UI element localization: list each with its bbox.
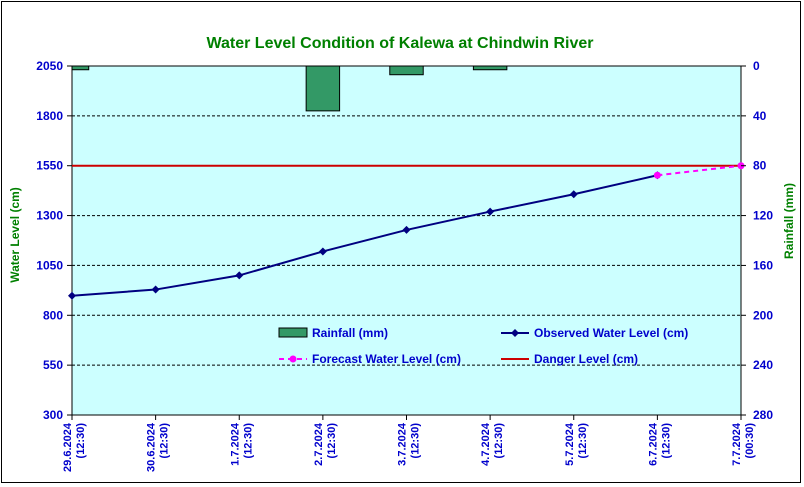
x-tick-label: 4.7.2024(12:30) — [480, 422, 505, 466]
legend-observed-marker — [511, 329, 519, 337]
y2-tick-label: 120 — [753, 209, 773, 223]
legend-forecast-marker — [289, 355, 297, 363]
y-tick-label: 550 — [43, 358, 63, 372]
observed-point — [235, 271, 244, 280]
x-tick-label: 5.7.2024(12:30) — [564, 422, 589, 466]
x-tick-label: 30.6.2024(12:30) — [146, 422, 171, 472]
rainfall-bar — [71, 65, 90, 71]
forecast-point — [653, 171, 661, 179]
legend-label: Forecast Water Level (cm) — [312, 352, 461, 366]
y-tick-label: 300 — [43, 408, 63, 422]
y2-tick-label: 40 — [753, 109, 767, 123]
y-tick-label: 800 — [43, 308, 63, 322]
y2-tick-label: 240 — [753, 358, 773, 372]
water-level-chart: Water Level Condition of Kalewa at Chind… — [8, 35, 796, 472]
rainfall-bar — [472, 65, 508, 71]
water-level-lines — [68, 162, 745, 300]
legend-label: Rainfall (mm) — [312, 326, 388, 340]
y-tick-label: 1050 — [36, 258, 63, 272]
x-tick-label: 6.7.2024(12:30) — [647, 422, 672, 466]
observed-point — [318, 247, 327, 256]
y-tick-label: 1550 — [36, 159, 63, 173]
legend-label: Observed Water Level (cm) — [534, 326, 688, 340]
x-tick-label: 7.7.2024(00:30) — [731, 422, 756, 466]
y2-tick-label: 160 — [753, 258, 773, 272]
legend-rainfall-swatch — [278, 327, 308, 338]
y2-tick-label: 80 — [753, 159, 767, 173]
y2-tick-label: 280 — [753, 408, 773, 422]
y-tick-label: 1300 — [36, 209, 63, 223]
chart-title: Water Level Condition of Kalewa at Chind… — [206, 35, 593, 52]
y-axis-label: Water Level (cm) — [8, 187, 22, 283]
plot-area — [71, 65, 742, 416]
observed-point — [486, 207, 495, 216]
y2-tick-label: 0 — [753, 59, 760, 73]
x-tick-label: 2.7.2024(12:30) — [313, 422, 338, 466]
rainfall-bar — [389, 65, 424, 76]
y2-axis-label: Rainfall (mm) — [782, 183, 796, 259]
rainfall-bars — [71, 65, 508, 112]
axes: 2050 1800 1550 1300 1050 800 550 300 0 40 80 120 160… — [36, 59, 773, 472]
legend-label: Danger Level (cm) — [534, 352, 638, 366]
observed-line — [71, 174, 658, 297]
y-tick-label: 2050 — [36, 59, 63, 73]
x-tick-label: 29.6.2024(12:30) — [62, 422, 87, 472]
y2-tick-label: 200 — [753, 308, 773, 322]
observed-point — [68, 291, 76, 300]
observed-point — [151, 285, 160, 294]
observed-point — [402, 225, 411, 234]
x-tick-label: 1.7.2024(12:30) — [229, 422, 254, 466]
x-tick-label: 3.7.2024(12:30) — [397, 422, 422, 466]
y-tick-label: 1800 — [36, 109, 63, 123]
legend: Rainfall (mm) Observed Water Level (cm) Fo… — [278, 326, 688, 366]
rainfall-bar — [305, 65, 341, 112]
observed-point — [569, 190, 578, 199]
